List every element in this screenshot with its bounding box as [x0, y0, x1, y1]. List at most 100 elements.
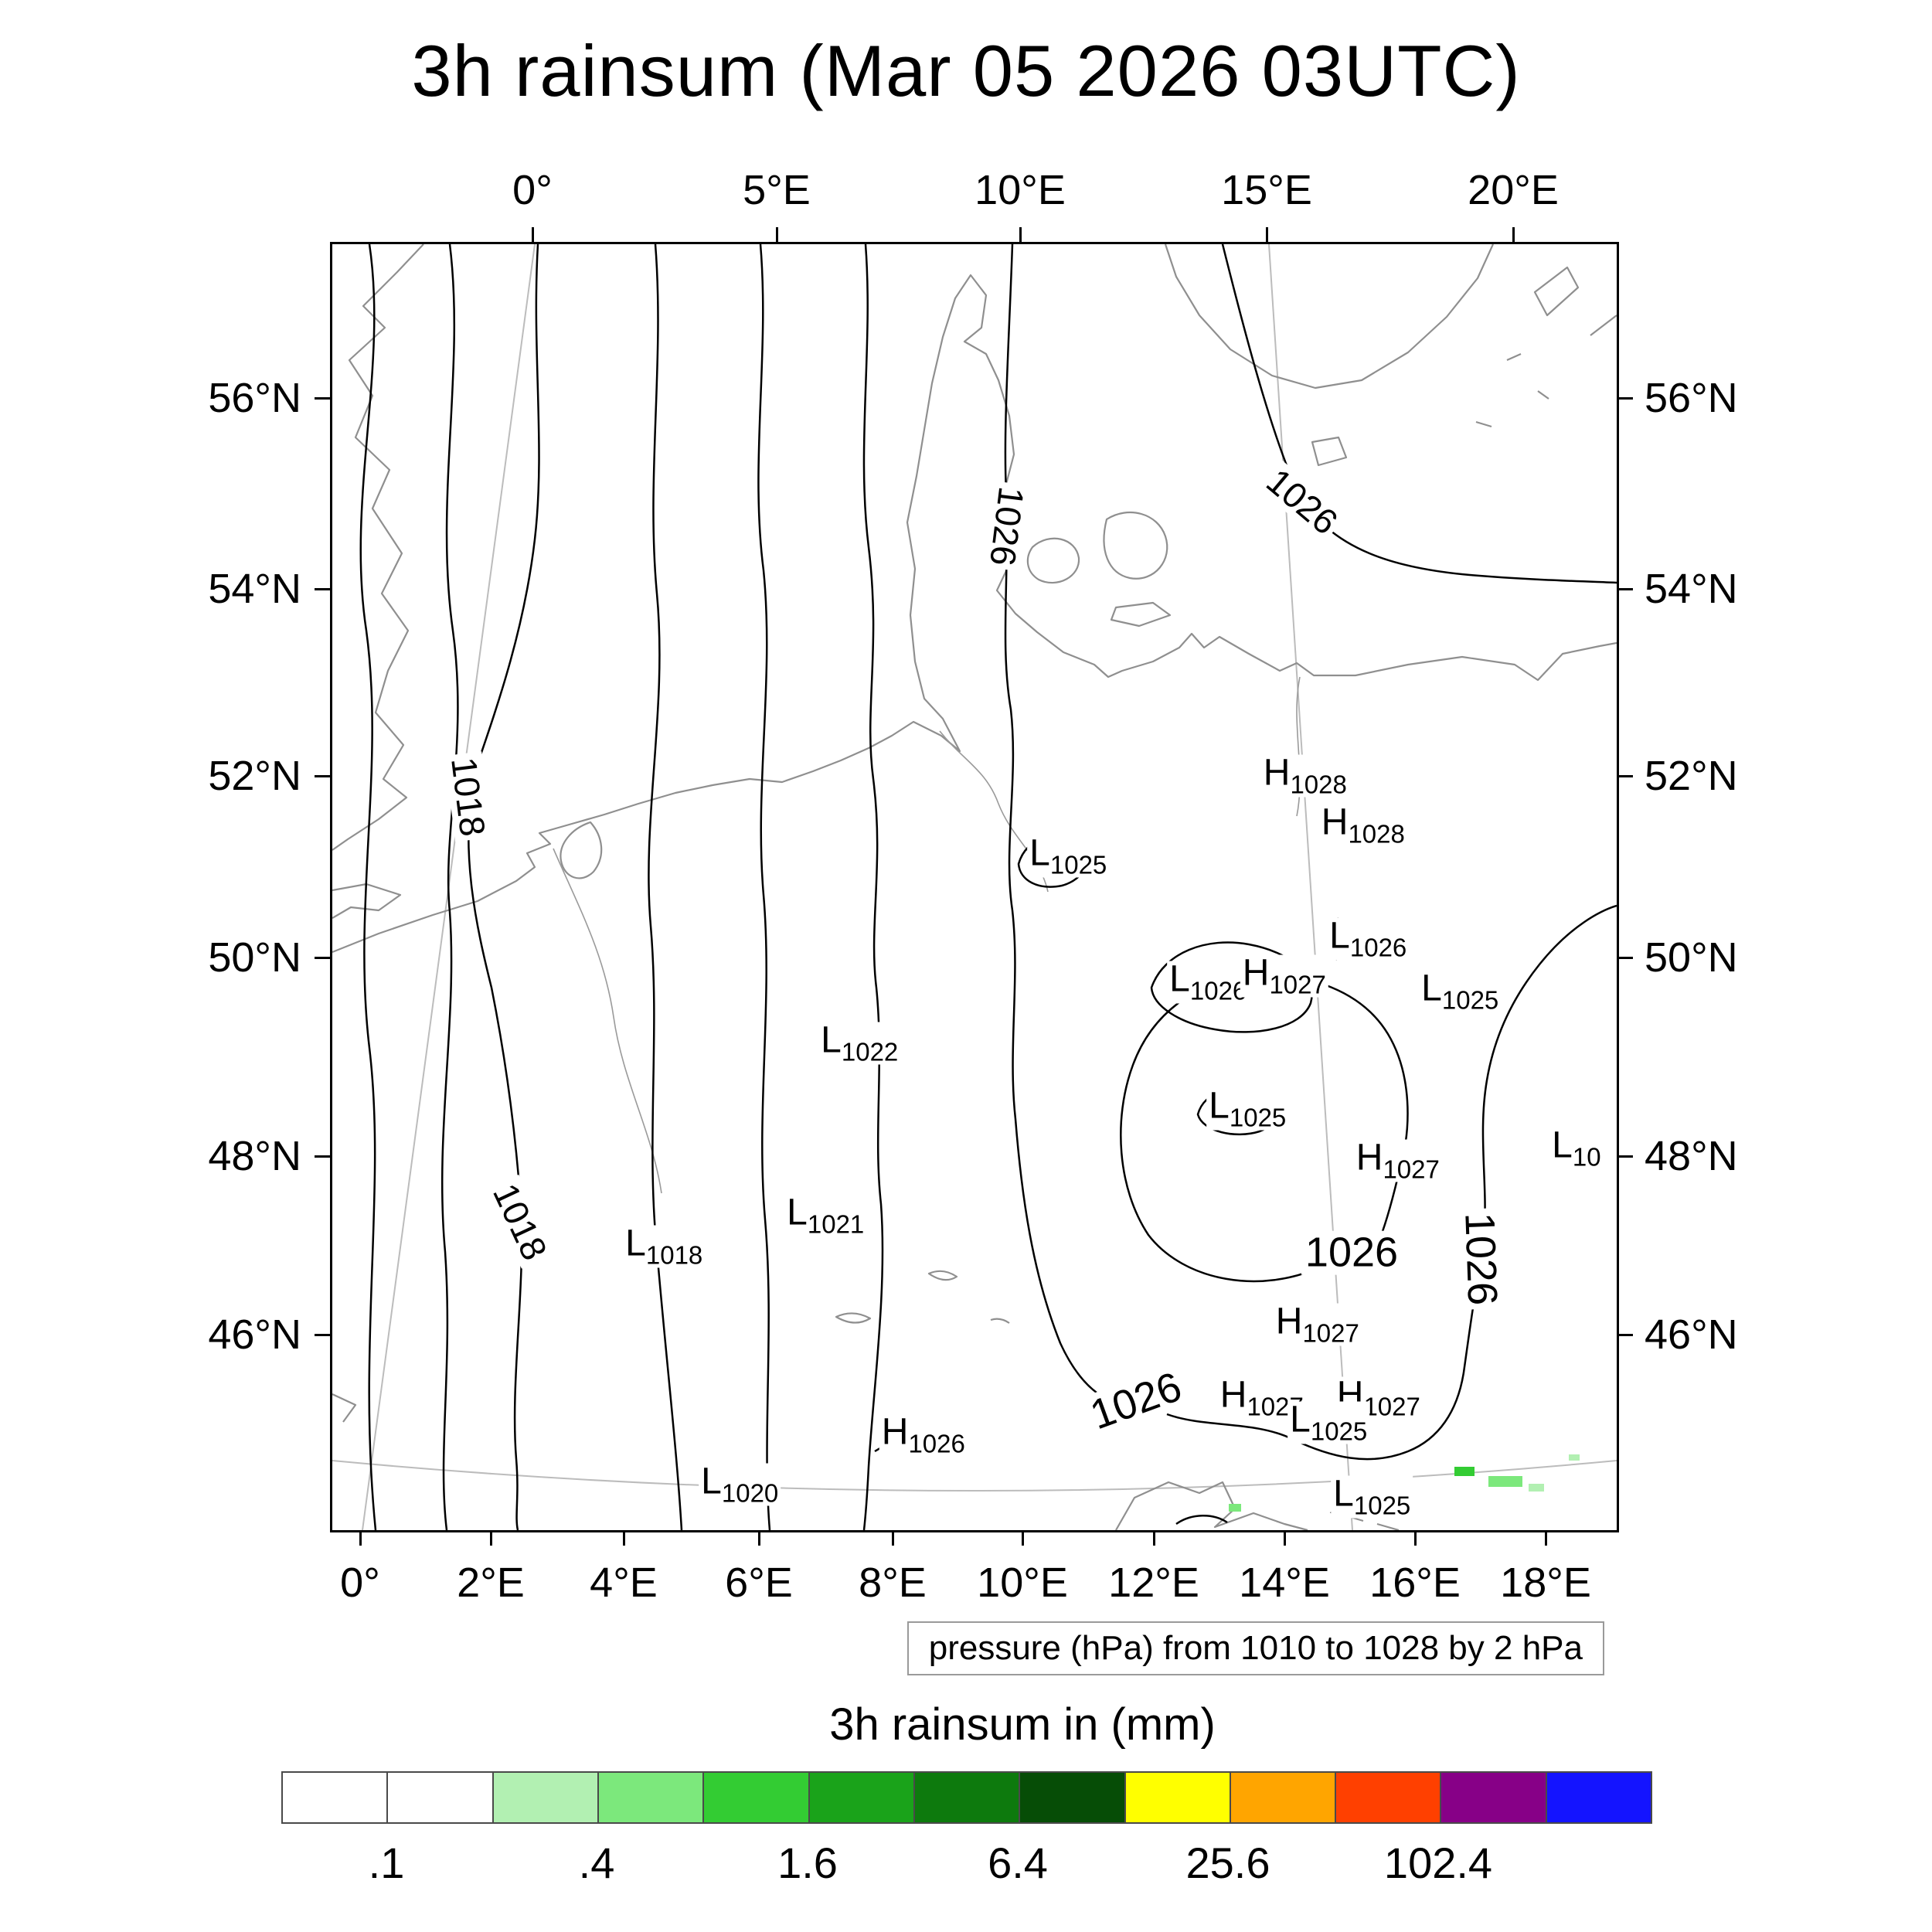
colorbar-tick-label: 6.4	[988, 1838, 1048, 1887]
pressure-center-marker: L1022	[818, 1022, 901, 1065]
tick-mark	[315, 588, 330, 590]
pressure-center-marker: H1028	[1318, 804, 1407, 847]
lat-tick-label: 54°N	[208, 566, 301, 612]
tick-mark	[315, 957, 330, 959]
lon-tick-label: 0°	[512, 167, 553, 213]
colorbar-cell	[704, 1773, 810, 1822]
colorbar-cell	[1441, 1773, 1547, 1822]
pressure-center-marker: L1020	[699, 1463, 781, 1506]
colorbar-cell	[809, 1773, 915, 1822]
pressure-center-marker: L1026	[1167, 961, 1250, 1004]
plot-title: 3h rainsum (Mar 05 2026 03UTC)	[411, 30, 1521, 111]
colorbar-tick-label: .1	[368, 1838, 405, 1887]
pressure-center-marker: L1026	[1327, 917, 1410, 961]
tick-mark	[1617, 957, 1633, 959]
tick-mark	[623, 1530, 625, 1546]
lat-tick-label: 48°N	[1645, 1133, 1738, 1179]
lon-tick-label: 0°	[340, 1560, 380, 1606]
rainsum-colorbar	[281, 1771, 1652, 1824]
pressure-center-marker: L1025	[1287, 1401, 1370, 1444]
tick-mark	[1414, 1530, 1417, 1546]
lat-tick-label: 46°N	[1645, 1311, 1738, 1358]
tick-mark	[1153, 1530, 1155, 1546]
tick-mark	[315, 1155, 330, 1158]
tick-mark	[1266, 227, 1268, 243]
colorbar-cell	[1125, 1773, 1231, 1822]
tick-mark	[490, 1530, 492, 1546]
pressure-center-marker: L1025	[1331, 1475, 1413, 1519]
map-canvas	[332, 244, 1617, 1530]
tick-mark	[532, 227, 534, 243]
lon-tick-label: 4°E	[590, 1560, 658, 1606]
pressure-center-marker: H1028	[1260, 754, 1349, 798]
pressure-contours	[359, 244, 1617, 1530]
pressure-caption-box: pressure (hPa) from 1010 to 1028 by 2 hP…	[906, 1621, 1604, 1675]
lon-tick-label: 16°E	[1369, 1560, 1461, 1606]
colorbar-cell	[1336, 1773, 1442, 1822]
tick-mark	[1545, 1530, 1547, 1546]
tick-mark	[1617, 397, 1633, 400]
tick-mark	[1512, 227, 1515, 243]
lat-tick-label: 56°N	[1645, 375, 1738, 421]
tick-mark	[1617, 1155, 1633, 1158]
tick-mark	[315, 1334, 330, 1336]
lon-tick-label: 18°E	[1500, 1560, 1591, 1606]
colorbar-cell	[1546, 1773, 1651, 1822]
lat-tick-label: 52°N	[1645, 753, 1738, 799]
lon-tick-label: 20°E	[1468, 167, 1559, 213]
colorbar-cell	[493, 1773, 599, 1822]
lat-tick-label: 48°N	[208, 1133, 301, 1179]
pressure-center-marker: L10	[1549, 1127, 1604, 1170]
lon-tick-label: 2°E	[457, 1560, 525, 1606]
lon-tick-label: 15°E	[1221, 167, 1312, 213]
pressure-center-marker: L1021	[784, 1194, 867, 1237]
colorbar-cell	[914, 1773, 1021, 1822]
pressure-center-marker: L1025	[1206, 1087, 1289, 1131]
lon-tick-label: 10°E	[975, 167, 1066, 213]
pressure-center-marker: H1027	[1334, 1376, 1423, 1420]
colorbar-cell	[283, 1773, 389, 1822]
lon-tick-label: 14°E	[1239, 1560, 1330, 1606]
tick-mark	[1617, 775, 1633, 777]
lon-tick-label: 10°E	[977, 1560, 1068, 1606]
pressure-center-marker: H1027	[1240, 954, 1328, 998]
tick-mark	[1284, 1530, 1286, 1546]
colorbar-cell	[1020, 1773, 1126, 1822]
river-paths	[553, 676, 1301, 1194]
lat-tick-label: 50°N	[208, 934, 301, 981]
pressure-center-marker: H1027	[1353, 1139, 1442, 1182]
tick-mark	[1617, 1334, 1633, 1336]
lon-tick-label: 6°E	[725, 1560, 793, 1606]
tick-mark	[1617, 588, 1633, 590]
tick-mark	[315, 397, 330, 400]
tick-mark	[758, 1530, 760, 1546]
colorbar-tick-label: 1.6	[777, 1838, 838, 1887]
tick-mark	[1019, 227, 1022, 243]
rain-patches	[1229, 1454, 1580, 1512]
colorbar-title: 3h rainsum in (mm)	[829, 1699, 1216, 1750]
colorbar-tick-label: 25.6	[1185, 1838, 1270, 1887]
lon-tick-label: 8°E	[859, 1560, 927, 1606]
pressure-center-marker: L1025	[1419, 970, 1502, 1013]
tick-mark	[315, 775, 330, 777]
pressure-center-marker: L1025	[1027, 835, 1110, 878]
colorbar-tick-label: .4	[578, 1838, 615, 1887]
contour-label: 1026	[1301, 1230, 1403, 1275]
pressure-center-marker: L1018	[623, 1225, 706, 1268]
tick-mark	[1022, 1530, 1024, 1546]
lon-tick-label: 5°E	[743, 167, 811, 213]
lat-tick-label: 56°N	[208, 375, 301, 421]
lat-tick-label: 50°N	[1645, 934, 1738, 981]
colorbar-cell	[598, 1773, 705, 1822]
map-panel: 1018 1026 1026 1018 1026 1026 1026 H1028…	[330, 242, 1619, 1532]
colorbar-cell	[1230, 1773, 1337, 1822]
graticule-lines	[332, 244, 1617, 1530]
colorbar-cell	[388, 1773, 494, 1822]
contour-label: 1026	[1456, 1207, 1505, 1311]
lat-tick-label: 52°N	[208, 753, 301, 799]
colorbar-tick-label: 102.4	[1383, 1838, 1493, 1887]
tick-mark	[776, 227, 778, 243]
lon-tick-label: 12°E	[1108, 1560, 1199, 1606]
lat-tick-label: 54°N	[1645, 566, 1738, 612]
